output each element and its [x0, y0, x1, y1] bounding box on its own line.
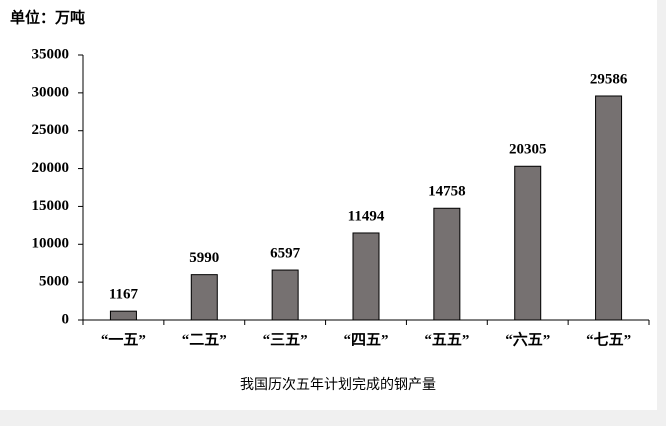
y-tick-label: 20000 — [32, 160, 70, 176]
x-tick-label: “一五” — [101, 332, 146, 348]
x-tick-label: “三五” — [263, 332, 308, 348]
chart-title: 我国历次五年计划完成的钢产量 — [240, 377, 436, 393]
y-tick-label: 15000 — [32, 198, 70, 214]
data-label: 5990 — [189, 250, 219, 266]
x-tick-label: “四五” — [343, 332, 388, 348]
bar — [433, 207, 461, 321]
x-tick-label: “六五” — [505, 330, 550, 348]
data-label: 14758 — [428, 184, 466, 200]
data-label: 6597 — [270, 245, 301, 261]
y-tick-label: 30000 — [32, 84, 70, 100]
x-tick-label: “二五” — [182, 332, 227, 348]
bar — [271, 269, 299, 321]
y-tick-label: 5000 — [39, 274, 69, 290]
data-label: 29586 — [590, 71, 628, 87]
y-tick-label: 10000 — [32, 236, 70, 252]
y-tick-label: 25000 — [32, 122, 70, 138]
bar — [109, 310, 137, 321]
unit-label: 单位：万吨 — [10, 8, 85, 26]
data-label: 11494 — [348, 208, 385, 224]
chart-panel — [0, 0, 657, 410]
bar — [190, 274, 218, 321]
y-tick-label: 0 — [62, 311, 70, 327]
data-label: 20305 — [509, 142, 547, 158]
y-tick-label: 35000 — [32, 46, 70, 62]
x-tick-label: “七五” — [586, 331, 631, 348]
bar — [514, 165, 542, 321]
bar — [352, 232, 380, 321]
x-tick-label: “五五” — [424, 332, 469, 348]
data-label: 1167 — [109, 287, 139, 303]
bar — [595, 95, 623, 321]
